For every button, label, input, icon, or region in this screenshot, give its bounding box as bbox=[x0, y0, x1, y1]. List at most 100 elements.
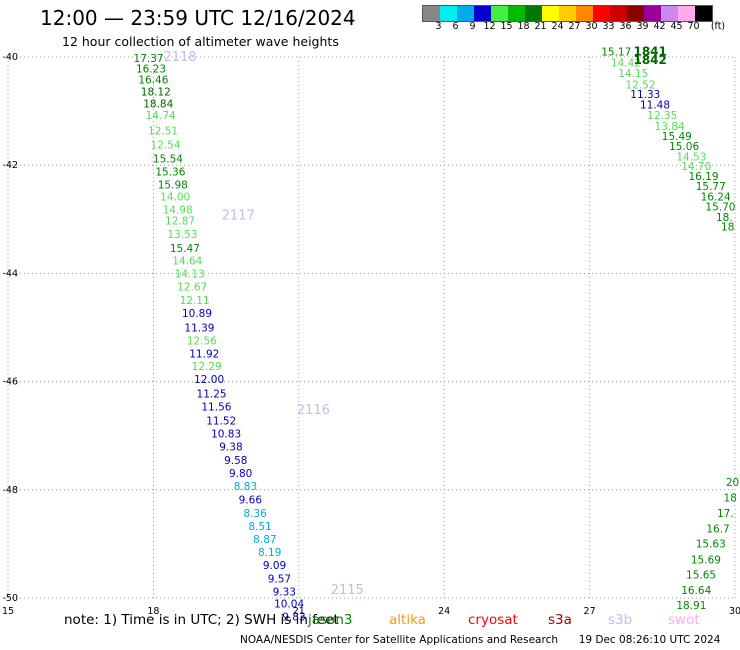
legend-level-label: 3 bbox=[435, 21, 442, 32]
page-title: 12:00 — 23:59 UTC 12/16/2024 bbox=[40, 6, 356, 30]
swh-value-label: 16.19 bbox=[688, 171, 718, 183]
legend-swatch bbox=[559, 6, 576, 21]
swh-value-label: 16.24 bbox=[701, 191, 731, 203]
legend-level-label: 12 bbox=[483, 21, 496, 32]
footnote-text: note: 1) Time is in UTC; 2) SWH is in fe… bbox=[64, 612, 339, 628]
credit-line: NOAA/NESDIS Center for Satellite Applica… bbox=[240, 634, 720, 646]
legend-swatch bbox=[542, 6, 559, 21]
legend-swatch bbox=[474, 6, 491, 21]
swh-value-label: 11.92 bbox=[189, 348, 219, 360]
swh-value-label: 9.57 bbox=[268, 573, 291, 585]
swh-value-label: 11.52 bbox=[206, 415, 236, 427]
legend-level-label: 30 bbox=[585, 21, 598, 32]
pass-number-label: 2115 bbox=[331, 583, 364, 598]
credit-text: NOAA/NESDIS Center for Satellite Applica… bbox=[240, 634, 558, 646]
swh-value-label: 20 bbox=[726, 477, 739, 489]
swh-value-label: 15.49 bbox=[662, 131, 692, 143]
swh-value-label: 11.56 bbox=[201, 401, 231, 413]
legend-swatch bbox=[491, 6, 508, 21]
satellite-jason3: jason3 bbox=[308, 612, 353, 628]
legend-level-label: 27 bbox=[568, 21, 581, 32]
swh-value-label: 14.13 bbox=[175, 269, 205, 281]
legend-level-label: 45 bbox=[670, 21, 683, 32]
swh-value-label: 12.52 bbox=[625, 79, 655, 91]
satellite-s3b: s3b bbox=[608, 612, 633, 628]
swh-value-label: 15.77 bbox=[696, 181, 726, 193]
swh-value-label: 10.89 bbox=[182, 308, 212, 320]
pass-number-label: 2116 bbox=[297, 403, 330, 418]
color-scale-legend bbox=[422, 5, 713, 22]
x-tick-label: 18 bbox=[147, 606, 159, 617]
swh-value-label: 9.33 bbox=[273, 586, 296, 598]
swh-value-label: 12.35 bbox=[647, 110, 677, 122]
legend-swatch bbox=[610, 6, 627, 21]
swh-value-label: 12.11 bbox=[180, 295, 210, 307]
legend-level-label: 39 bbox=[636, 21, 649, 32]
swh-value-label: 14.00 bbox=[160, 191, 190, 203]
x-tick-label: 27 bbox=[584, 606, 596, 617]
swh-value-label: 18.12 bbox=[141, 86, 171, 98]
legend-level-label: 33 bbox=[602, 21, 615, 32]
y-tick-label: -50 bbox=[2, 593, 18, 604]
legend-level-label: 21 bbox=[534, 21, 547, 32]
x-tick-label: 24 bbox=[438, 606, 450, 617]
swh-value-label: 13.53 bbox=[167, 229, 197, 241]
swh-value-label: 15.47 bbox=[170, 243, 200, 255]
swh-value-label: 14.64 bbox=[172, 256, 202, 268]
legend-swatch bbox=[576, 6, 593, 21]
y-tick-label: -48 bbox=[2, 485, 18, 496]
satellite-s3a: s3a bbox=[548, 612, 572, 628]
swh-value-label: 15.70 bbox=[705, 202, 735, 214]
y-tick-label: -40 bbox=[2, 52, 18, 63]
x-tick-label: 30 bbox=[729, 606, 740, 617]
swh-value-label: 8.51 bbox=[248, 521, 271, 533]
swh-value-label: 12.67 bbox=[177, 282, 207, 294]
x-tick-label: 15 bbox=[2, 606, 14, 617]
page-subtitle: 12 hour collection of altimeter wave hei… bbox=[62, 34, 339, 49]
legend-swatch bbox=[695, 6, 712, 21]
legend-swatch bbox=[627, 6, 644, 21]
legend-unit-label: (ft) bbox=[710, 21, 726, 32]
swh-value-label: 14.15 bbox=[618, 68, 648, 80]
swh-value-label: 15.36 bbox=[155, 166, 185, 178]
swh-value-label: 18 bbox=[723, 493, 736, 505]
swh-value-label: 8.36 bbox=[243, 508, 267, 520]
y-tick-label: -46 bbox=[2, 377, 18, 388]
swh-value-label: 9.58 bbox=[224, 455, 247, 467]
swh-value-label: 18. bbox=[716, 212, 733, 224]
legend-swatch bbox=[457, 6, 474, 21]
legend-level-label: 42 bbox=[653, 21, 666, 32]
swh-value-label: 14.74 bbox=[146, 110, 176, 122]
footnote: note: 1) Time is in UTC; 2) SWH is in fe… bbox=[64, 612, 339, 628]
pass-number-label: 1842 bbox=[633, 53, 666, 67]
swh-value-label: 15.63 bbox=[696, 539, 726, 551]
legend-swatch bbox=[508, 6, 525, 21]
legend-level-label: 36 bbox=[619, 21, 632, 32]
legend-level-label: 6 bbox=[452, 21, 459, 32]
swh-value-label: 9.38 bbox=[219, 441, 242, 453]
swh-value-label: 18.91 bbox=[676, 600, 706, 612]
legend-level-label: 70 bbox=[687, 21, 700, 32]
swh-value-label: 17. bbox=[717, 508, 734, 520]
legend-level-label: 15 bbox=[500, 21, 513, 32]
swh-value-label: 14.70 bbox=[681, 161, 711, 173]
legend-level-label: 9 bbox=[469, 21, 476, 32]
swh-value-label: 11.48 bbox=[640, 99, 670, 111]
swh-value-label: 11.33 bbox=[630, 89, 660, 101]
swh-value-label: 12.00 bbox=[194, 374, 224, 386]
swh-value-label: 14.42 bbox=[611, 58, 641, 70]
swh-value-label: 14.98 bbox=[163, 204, 193, 216]
swh-value-label: 8.83 bbox=[234, 481, 257, 493]
legend-swatch bbox=[423, 6, 440, 21]
pass-number-label: 1841 bbox=[633, 44, 666, 58]
pass-number-label: 2117 bbox=[222, 208, 255, 223]
swh-value-label: 16.7 bbox=[706, 524, 729, 536]
swh-value-label: 12.54 bbox=[150, 139, 180, 151]
swh-value-label: 16.64 bbox=[681, 585, 711, 597]
swh-value-label: 9.09 bbox=[263, 560, 286, 572]
legend-level-label: 24 bbox=[551, 21, 564, 32]
swh-value-label: 11.25 bbox=[197, 388, 227, 400]
legend-swatch bbox=[525, 6, 542, 21]
generated-timestamp: 19 Dec 08:26:10 UTC 2024 bbox=[578, 634, 721, 646]
